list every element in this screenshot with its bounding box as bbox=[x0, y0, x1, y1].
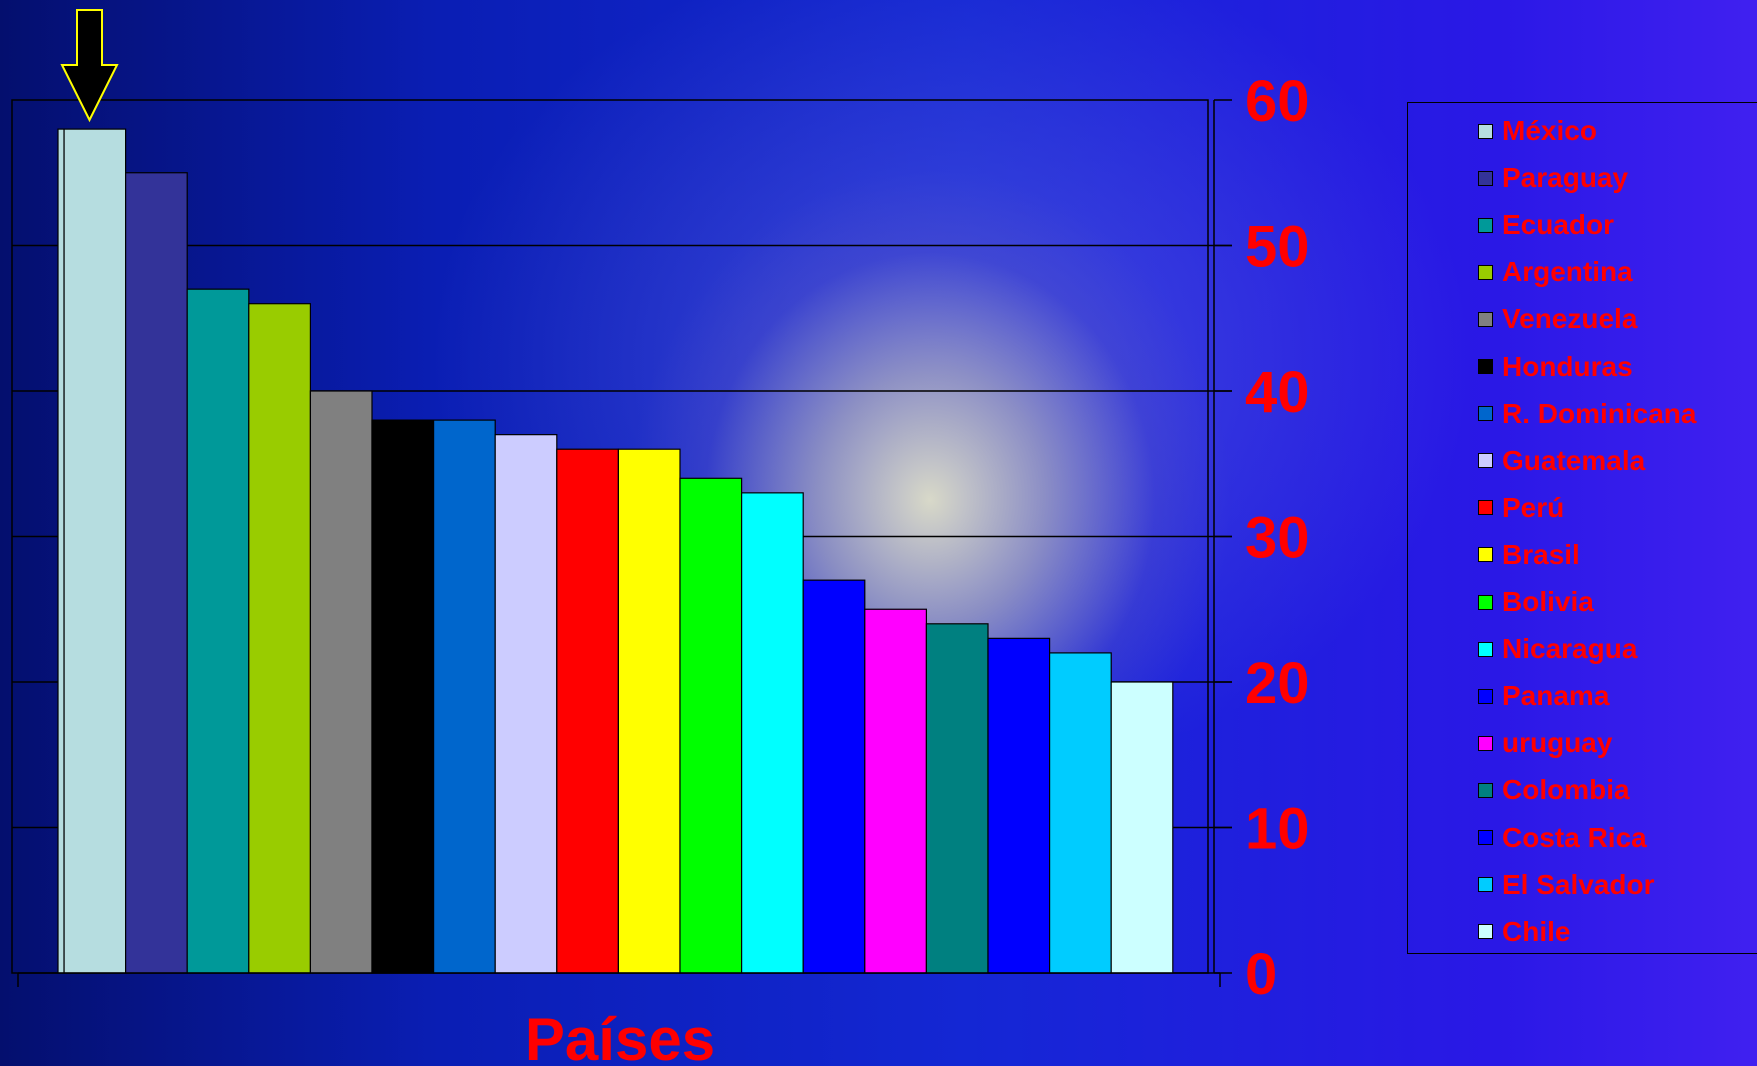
bar-panama bbox=[802, 579, 866, 974]
legend-item: México bbox=[1478, 111, 1597, 151]
y-tick-labels: 0 10 20 30 40 50 60 bbox=[1245, 69, 1310, 1007]
legend-swatch bbox=[1478, 877, 1493, 893]
bar-per- bbox=[556, 448, 619, 974]
legend-label: Argentina bbox=[1502, 256, 1633, 288]
legend-item: Panama bbox=[1478, 676, 1609, 716]
y-tick-label: 10 bbox=[1245, 797, 1310, 862]
legend-item: Perú bbox=[1478, 488, 1564, 528]
bar-mexico-edge bbox=[57, 128, 65, 974]
legend-item: R. Dominicana bbox=[1478, 394, 1696, 434]
legend-swatch bbox=[1478, 453, 1493, 469]
bar-guatemala bbox=[494, 434, 558, 974]
legend-label: Costa Rica bbox=[1502, 821, 1647, 853]
bar-ecuador bbox=[186, 288, 250, 974]
y-tick-label: 60 bbox=[1245, 69, 1310, 134]
bar-r-dominicana bbox=[433, 419, 496, 974]
legend-label: Panama bbox=[1502, 680, 1610, 712]
legend-label: Bolivia bbox=[1502, 586, 1594, 617]
legend-swatch bbox=[1478, 688, 1493, 704]
legend-swatch bbox=[1478, 123, 1493, 139]
x-axis-title: Países bbox=[525, 1006, 715, 1066]
legend-swatch bbox=[1478, 830, 1493, 845]
legend-item: Chile bbox=[1478, 912, 1570, 952]
legend-label: uruguay bbox=[1502, 727, 1613, 759]
legend-swatch bbox=[1478, 500, 1493, 516]
y-tick-label: 30 bbox=[1245, 506, 1310, 571]
legend-label: Chile bbox=[1502, 915, 1571, 947]
legend-label: Honduras bbox=[1502, 350, 1633, 382]
legend-label: México bbox=[1502, 115, 1597, 146]
legend-label: Nicaragua bbox=[1502, 633, 1638, 665]
legend-swatch bbox=[1478, 735, 1493, 751]
legend-swatch bbox=[1478, 924, 1493, 940]
legend-item: Costa Rica bbox=[1478, 818, 1647, 858]
bar-uruguay bbox=[864, 608, 927, 974]
legend-swatch bbox=[1478, 170, 1493, 186]
bar-nicaragua bbox=[740, 492, 804, 974]
bar-costa-rica bbox=[987, 637, 1051, 974]
legend-label: R. Dominicana bbox=[1502, 397, 1697, 429]
bar-paraguay bbox=[124, 172, 188, 974]
y-tick-label: 40 bbox=[1245, 360, 1310, 425]
bar-argentina bbox=[248, 303, 312, 974]
legend-label: Brasil bbox=[1502, 538, 1580, 570]
legend-item: Bolivia bbox=[1478, 582, 1594, 622]
legend-swatch bbox=[1478, 782, 1493, 798]
bar-brasil bbox=[617, 448, 681, 974]
y-tick-label: 20 bbox=[1245, 651, 1310, 716]
legend-label: Guatemala bbox=[1502, 444, 1646, 476]
legend-item: Venezuela bbox=[1478, 299, 1637, 339]
highlight-arrow-icon bbox=[60, 9, 119, 123]
legend-label: Perú bbox=[1502, 491, 1565, 523]
bars bbox=[57, 128, 1174, 974]
legend-label: Paraguay bbox=[1502, 162, 1629, 194]
bar-bolivia bbox=[679, 477, 743, 974]
legend-item: Paraguay bbox=[1478, 158, 1628, 198]
legend-item: uruguay bbox=[1478, 723, 1612, 763]
legend-swatch bbox=[1478, 406, 1493, 422]
bar-el-salvador bbox=[1048, 652, 1112, 974]
legend-swatch bbox=[1478, 547, 1493, 563]
bar-chile bbox=[1110, 681, 1174, 974]
legend-swatch bbox=[1478, 641, 1493, 657]
legend-item: Ecuador bbox=[1478, 205, 1614, 245]
legend-item: El Salvador bbox=[1478, 865, 1655, 905]
legend-swatch bbox=[1478, 217, 1493, 233]
bar-venezuela bbox=[309, 390, 373, 974]
bar-m-xico bbox=[63, 128, 127, 974]
axes bbox=[17, 99, 1232, 987]
y-tick-label: 50 bbox=[1245, 215, 1310, 280]
legend-swatch bbox=[1478, 311, 1493, 327]
legend-label: Ecuador bbox=[1502, 209, 1615, 241]
bar-colombia bbox=[925, 623, 989, 974]
legend-swatch bbox=[1478, 359, 1493, 374]
legend-item: Colombia bbox=[1478, 770, 1630, 810]
legend-item: Honduras bbox=[1478, 347, 1633, 387]
y-tick-label: 0 bbox=[1245, 942, 1277, 1007]
legend: México Paraguay Ecuador Argentina Venezuela H… bbox=[1407, 102, 1757, 954]
bar-honduras bbox=[371, 419, 435, 974]
legend-swatch bbox=[1478, 264, 1493, 280]
legend-label: El Salvador bbox=[1502, 868, 1655, 900]
legend-swatch bbox=[1478, 594, 1493, 610]
legend-item: Brasil bbox=[1478, 535, 1580, 575]
legend-label: Colombia bbox=[1502, 774, 1630, 806]
legend-item: Guatemala bbox=[1478, 441, 1645, 481]
legend-item: Nicaragua bbox=[1478, 629, 1637, 669]
legend-label: Venezuela bbox=[1502, 303, 1638, 335]
legend-item: Argentina bbox=[1478, 252, 1633, 292]
